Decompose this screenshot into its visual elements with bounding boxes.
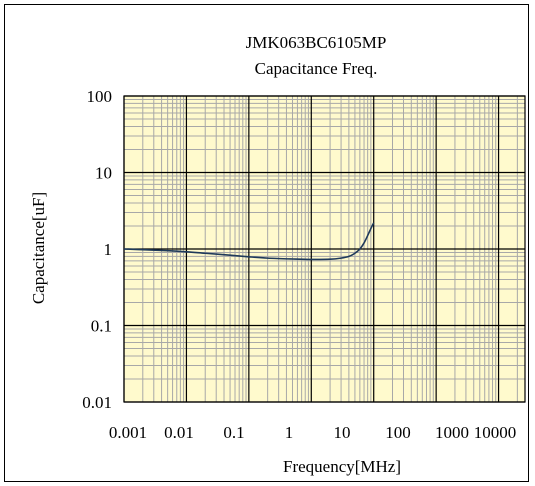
x-tick-label: 0.001 xyxy=(109,423,147,442)
x-tick-label: 10000 xyxy=(474,423,517,442)
y-tick-label: 0.01 xyxy=(82,393,112,412)
x-tick-label: 0.1 xyxy=(223,423,244,442)
x-axis-ticks: 0.001 0.01 0.1 1 10 100 1000 10000 xyxy=(109,423,516,442)
y-tick-label: 10 xyxy=(95,164,112,183)
chart-title: JMK063BC6105MP xyxy=(246,33,387,52)
x-tick-label: 100 xyxy=(385,423,411,442)
y-axis-ticks: 0.01 0.1 1 10 100 xyxy=(82,87,112,412)
x-tick-label: 0.01 xyxy=(164,423,194,442)
y-axis-label: Capacitance[uF] xyxy=(29,192,48,304)
x-tick-label: 10 xyxy=(334,423,351,442)
y-tick-label: 0.1 xyxy=(91,317,112,336)
series-layer xyxy=(123,222,375,261)
x-axis-label: Frequency[MHz] xyxy=(283,457,401,476)
y-tick-label: 100 xyxy=(87,87,113,106)
x-tick-label: 1000 xyxy=(435,423,469,442)
y-tick-label: 1 xyxy=(104,240,113,259)
x-tick-label: 1 xyxy=(285,423,294,442)
chart-subtitle: Capacitance Freq. xyxy=(255,59,378,78)
capacitance-series-line xyxy=(123,222,375,261)
